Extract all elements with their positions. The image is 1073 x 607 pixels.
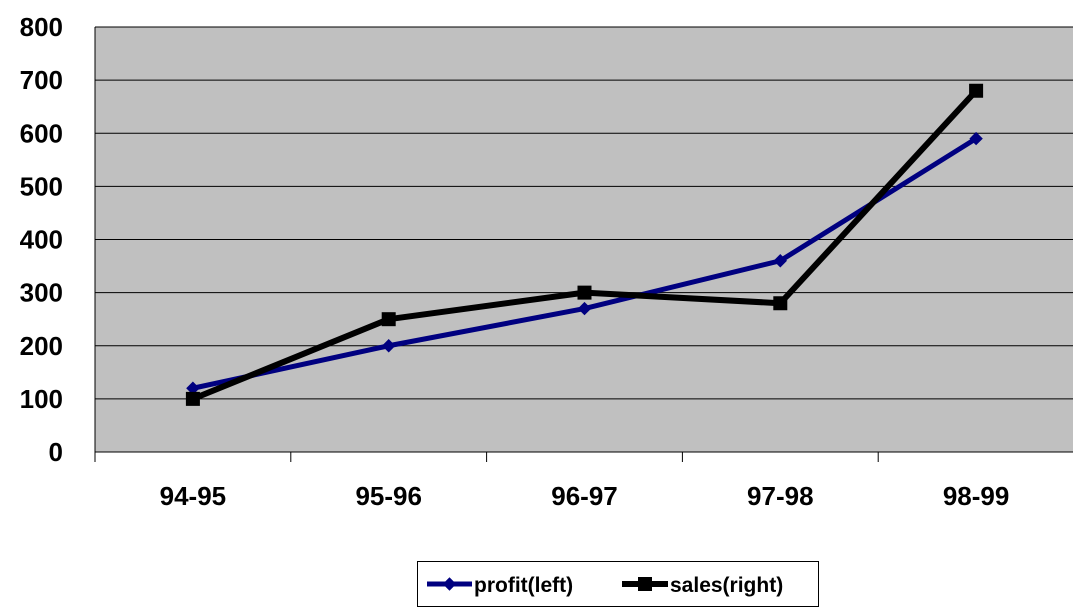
x-axis-tick-labels: 94-95 95-96 96-97 97-98 98-99 xyxy=(160,481,1010,511)
y-tick-label: 0 xyxy=(49,437,63,467)
x-tick-label: 95-96 xyxy=(355,481,422,511)
x-tick-label: 97-98 xyxy=(747,481,814,511)
legend-label: sales(right) xyxy=(670,574,783,597)
y-tick-label: 400 xyxy=(20,225,63,255)
x-tick-label: 98-99 xyxy=(943,481,1010,511)
profit-data-point xyxy=(773,254,788,268)
sales-data-point xyxy=(577,285,592,300)
axes xyxy=(94,27,1073,462)
legend: profit(left) sales(right) xyxy=(417,561,819,607)
y-tick-label: 600 xyxy=(20,118,63,148)
y-tick-label: 200 xyxy=(20,331,63,361)
y-tick-label: 800 xyxy=(20,12,63,42)
y-tick-label: 500 xyxy=(20,171,63,201)
sales-data-point xyxy=(185,391,200,406)
profit-data-point xyxy=(381,339,396,353)
legend-label: profit(left) xyxy=(474,574,573,597)
x-tick-label: 96-97 xyxy=(551,481,618,511)
sales-data-point xyxy=(773,296,788,311)
y-tick-label: 300 xyxy=(20,278,63,308)
legend-swatch-marker xyxy=(442,577,457,591)
series-markers xyxy=(185,83,984,406)
y-tick-label: 700 xyxy=(20,65,63,95)
y-axis-tick-labels: 0 100 200 300 400 500 600 700 800 xyxy=(20,12,63,467)
y-tick-label: 100 xyxy=(20,384,63,414)
sales-data-point xyxy=(381,312,396,327)
profit-data-point xyxy=(577,301,592,316)
sales-data-point xyxy=(969,83,984,98)
x-tick-label: 94-95 xyxy=(160,481,227,511)
legend-swatch-marker xyxy=(638,577,652,591)
profit-data-point xyxy=(969,131,983,146)
